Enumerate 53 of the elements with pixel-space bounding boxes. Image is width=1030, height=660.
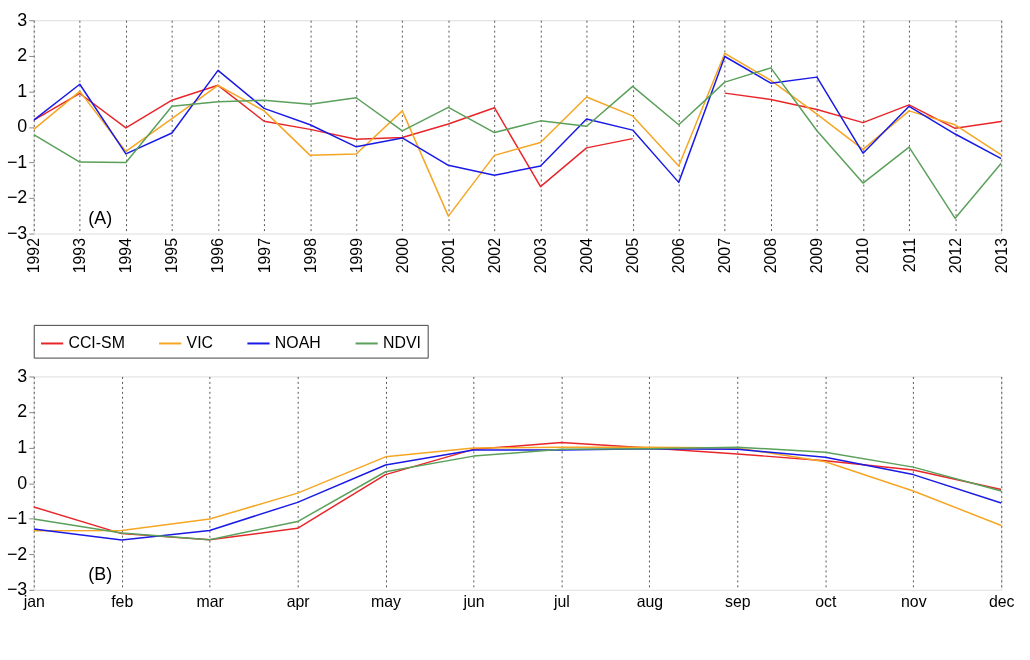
x-tick-label: 2003 [531,237,549,274]
y-tick-label: 2 [17,401,28,422]
x-tick-label: 1994 [117,237,135,274]
x-tick-label: nov [900,593,927,611]
legend-label: CCI-SM [68,334,125,352]
x-tick-label: 2000 [393,237,411,274]
y-tick-label: 1 [17,437,28,458]
x-tick-label: sep [725,593,751,611]
x-tick-label: jun [462,593,485,611]
x-tick-label: 1997 [255,237,273,274]
y-tick-label: 0 [17,116,28,137]
x-tick-label: dec [988,593,1015,611]
x-tick-label: jul [553,593,570,611]
x-tick-label: 1998 [301,237,319,274]
y-tick-label: −3 [6,223,28,244]
x-tick-label: 2005 [624,237,642,274]
x-tick-label: aug [636,593,664,611]
annotation: (B) [88,563,113,584]
x-tick-label: 2004 [578,237,596,274]
x-tick-label: 2002 [485,237,503,274]
line-series [33,55,1002,184]
x-tick-label: may [371,593,402,611]
y-tick-label: −1 [6,508,28,529]
x-tick-label: feb [111,593,134,611]
annotation: (A) [88,207,113,228]
y-tick-label: 1 [17,80,28,101]
x-tick-label: mar [196,593,225,611]
x-tick-label: 2009 [808,237,826,274]
x-tick-label: 2001 [439,237,457,274]
y-tick-label: −2 [6,187,28,208]
y-tick-label: −2 [6,543,28,564]
x-tick-label: 1996 [209,237,227,274]
x-tick-label: 2011 [900,237,918,273]
y-tick-label: 3 [17,365,28,386]
x-tick-label: 2008 [762,237,780,274]
x-tick-label: 2013 [992,237,1010,274]
x-tick-label: 1992 [25,237,43,274]
x-tick-label: oct [815,593,837,611]
x-tick-label: 1993 [71,237,89,274]
legend-label: NOAH [274,334,321,352]
y-tick-label: 0 [17,472,28,493]
y-tick-label: −1 [6,151,28,172]
x-tick-label: 2012 [946,237,964,274]
legend-label: VIC [186,334,213,352]
x-tick-label: 2010 [854,237,872,274]
x-tick-label: apr [286,593,311,611]
x-tick-label: 1999 [347,237,365,274]
y-tick-label: 2 [17,45,28,66]
legend-label: NDVI [383,334,421,352]
x-tick-label: 1995 [163,237,181,274]
x-tick-label: 2006 [670,237,688,274]
y-tick-label: 3 [17,9,28,30]
x-tick-label: 2007 [716,237,734,274]
